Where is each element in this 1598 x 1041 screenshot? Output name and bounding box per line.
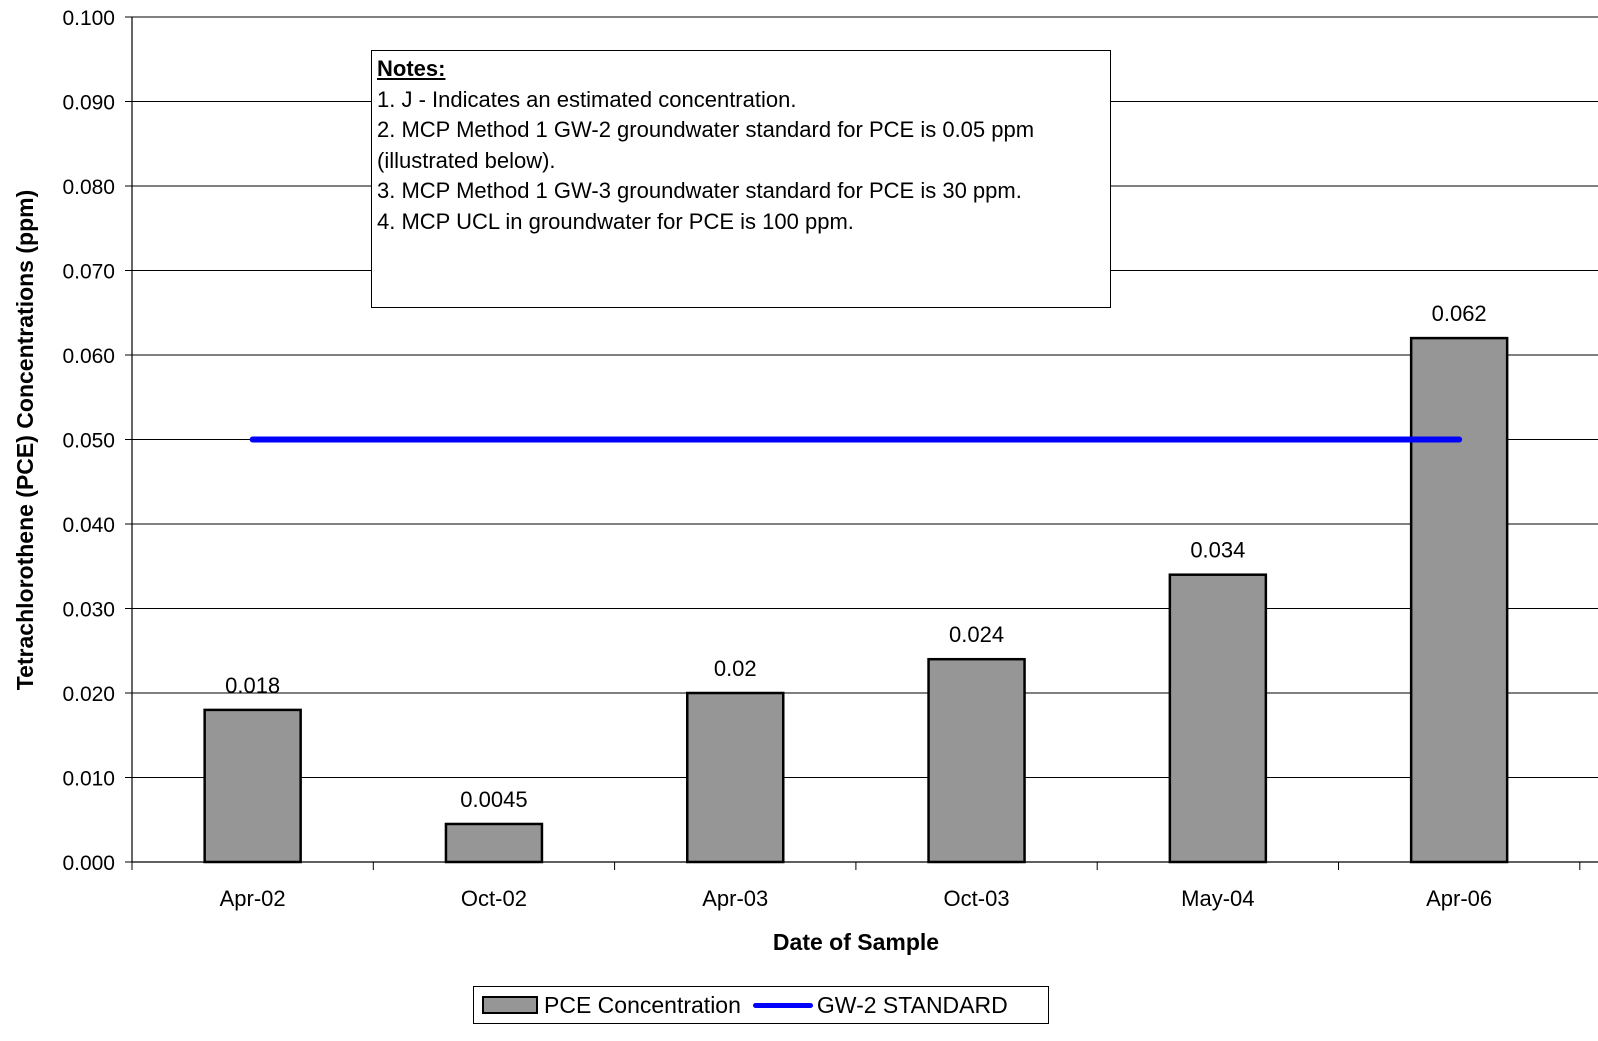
x-tick-label: May-04 — [1181, 886, 1254, 911]
legend-label-pce: PCE Concentration — [544, 991, 741, 1018]
notes-title: Notes: — [377, 56, 446, 81]
data-label: 0.034 — [1190, 538, 1245, 563]
y-tick-label: 0.030 — [62, 599, 115, 622]
x-axis-title: Date of Sample — [773, 929, 939, 955]
y-tick-label: 0.080 — [62, 176, 115, 199]
bar — [203, 708, 302, 864]
notes-line: 3. MCP Method 1 GW-3 groundwater standar… — [377, 178, 1022, 203]
data-label: 0.02 — [714, 656, 757, 681]
bar-series — [203, 336, 1509, 864]
y-tick-label: 0.000 — [62, 852, 115, 875]
y-tick-label: 0.060 — [62, 345, 115, 368]
y-tick-label: 0.090 — [62, 92, 115, 115]
y-tick-label: 0.020 — [62, 683, 115, 706]
x-tick-label: Apr-02 — [220, 886, 286, 911]
y-tick-label: 0.100 — [62, 7, 115, 30]
legend-swatch-gw2 — [752, 1002, 813, 1008]
x-tick-label: Apr-06 — [1426, 886, 1492, 911]
notes-line: 1. J - Indicates an estimated concentrat… — [377, 86, 797, 112]
axes: 0.000 0.010 0.020 0.030 0.040 0.050 0.060 0.070… — [62, 7, 1598, 911]
notes-line: 2. MCP Method 1 GW-2 groundwater standar… — [377, 117, 1035, 142]
notes-box: Notes: 1. J - Indicates an estimated con… — [371, 50, 1111, 308]
bar — [1409, 336, 1509, 864]
x-tick-label: Oct-02 — [461, 886, 527, 911]
y-tick-label: 0.040 — [62, 514, 115, 537]
bar — [444, 822, 544, 864]
bar — [686, 691, 785, 864]
data-label: 0.024 — [949, 622, 1004, 647]
notes-line: 4. MCP UCL in groundwater for PCE is 100… — [377, 208, 854, 234]
x-tick-label: Oct-03 — [944, 886, 1010, 911]
bar — [1168, 573, 1268, 864]
legend-swatch-pce — [482, 996, 538, 1014]
legend: PCE Concentration GW-2 STANDARD — [473, 986, 1049, 1024]
bar — [927, 657, 1026, 864]
legend-label-gw2: GW-2 STANDARD — [816, 991, 1008, 1018]
y-tick-label: 0.010 — [62, 768, 115, 791]
y-tick-label: 0.070 — [62, 261, 115, 284]
y-tick-label: 0.050 — [62, 430, 115, 453]
x-tick-label: Apr-03 — [702, 886, 768, 911]
data-label: 0.062 — [1432, 301, 1487, 326]
notes-line: (illustrated below). — [377, 147, 556, 173]
data-labels: 0.018 0.0045 0.02 0.024 0.034 0.062 — [225, 301, 1487, 812]
data-label: 0.0045 — [460, 787, 527, 812]
y-axis-title: Tetrachlorothene (PCE) Concentrations (p… — [12, 190, 38, 691]
data-label: 0.018 — [225, 673, 280, 698]
